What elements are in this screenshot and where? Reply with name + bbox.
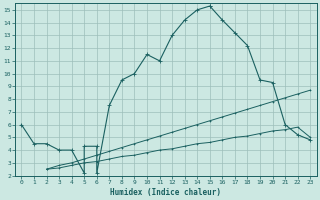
X-axis label: Humidex (Indice chaleur): Humidex (Indice chaleur) [110,188,221,197]
